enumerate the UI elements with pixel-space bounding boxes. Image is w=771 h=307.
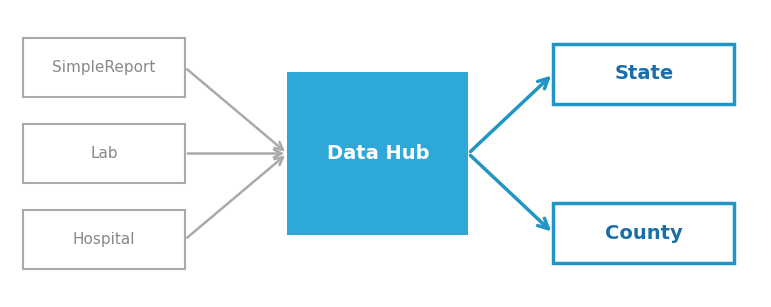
FancyBboxPatch shape <box>23 209 185 270</box>
Text: Lab: Lab <box>90 146 118 161</box>
Text: Hospital: Hospital <box>72 232 136 247</box>
Text: County: County <box>605 224 682 243</box>
Text: State: State <box>614 64 673 83</box>
FancyBboxPatch shape <box>287 72 468 235</box>
FancyBboxPatch shape <box>553 44 734 104</box>
Text: Data Hub: Data Hub <box>327 144 429 163</box>
FancyBboxPatch shape <box>553 203 734 263</box>
FancyBboxPatch shape <box>23 38 185 98</box>
FancyBboxPatch shape <box>23 124 185 183</box>
Text: SimpleReport: SimpleReport <box>52 60 156 75</box>
